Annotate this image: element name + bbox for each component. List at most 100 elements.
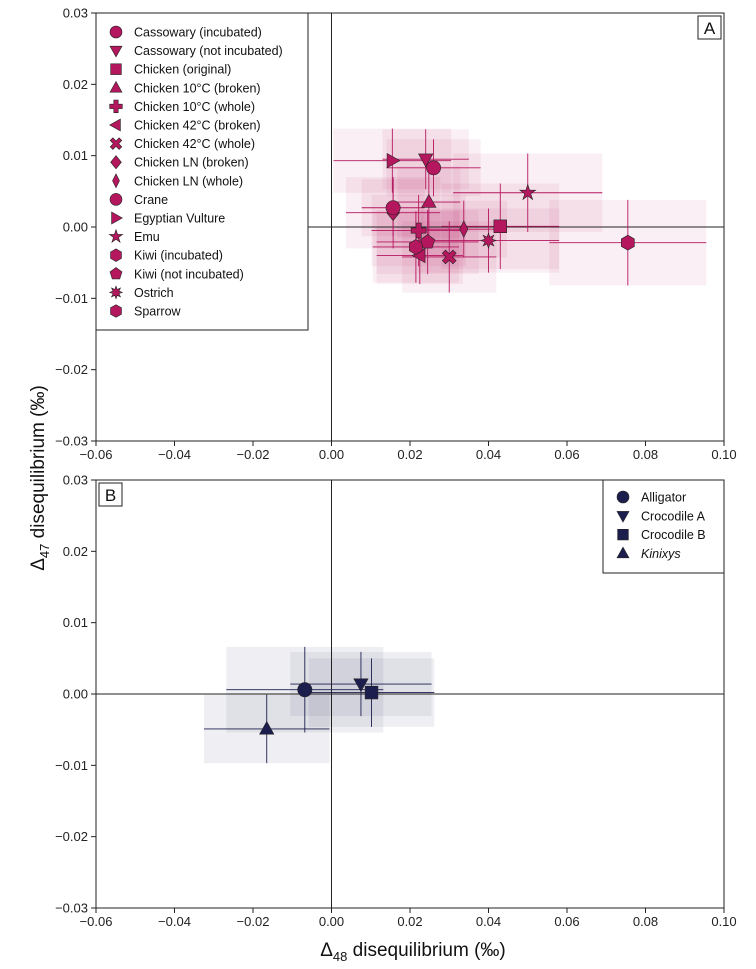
panel-a-panel-label: A — [697, 15, 722, 40]
panel-a-x-tick-label: 0.10 — [711, 447, 736, 462]
panel-a-legend-label-chicken-10-c-broken: Chicken 10°C (broken) — [134, 81, 261, 95]
panel-a-legend-marker-kiwi-not-incubated — [109, 267, 123, 280]
panel-a-point-emu — [518, 183, 537, 201]
panel-a-legend-marker-cassowary-incubated — [109, 25, 123, 39]
panel-a-points — [385, 153, 635, 265]
panel-a-legend-label-chicken-original: Chicken (original) — [134, 63, 231, 77]
panel-a-legend-marker-chicken-10-c-whole — [109, 99, 123, 114]
panel-a-x-tick-label: 0.06 — [554, 447, 579, 462]
panel-a-panel-label-text: A — [704, 19, 716, 38]
panel-a-x-tick-label: 0.02 — [397, 447, 422, 462]
panel-b-point-crocodile-a — [353, 678, 369, 693]
panel-a-legend-marker-sparrow — [110, 304, 122, 318]
panel-b-points — [259, 678, 379, 735]
panel-a-legend-label-sparrow: Sparrow — [134, 305, 182, 319]
panel-b-x-tick-label: 0.04 — [476, 914, 501, 929]
panel-b-point-alligator — [297, 682, 313, 698]
panel-a-x-tick-label: −0.02 — [237, 447, 270, 462]
panel-b-legend-label-kinixys: Kinixys — [641, 547, 681, 561]
y-axis-label-symbol: Δ — [28, 558, 49, 571]
panel-a-y-tick-label: 0.03 — [63, 6, 88, 21]
panel-a-legend-marker-cassowary-not-incubated — [109, 45, 123, 58]
panel-a-legend-label-cassowary-not-incubated: Cassowary (not incubated) — [134, 44, 283, 58]
panel-a-legend-label-ostrich: Ostrich — [134, 286, 174, 300]
x-axis-label-text: disequilibrium (‰) — [347, 940, 505, 961]
panel-b-x-tick-label: 0.08 — [633, 914, 658, 929]
panel-a-point-chicken-42-c-whole — [441, 249, 457, 265]
panel-b-legend-marker-alligator — [616, 490, 630, 504]
panel-b-x-tick-label: −0.04 — [158, 914, 191, 929]
panel-b-y-tick-label: −0.03 — [55, 901, 88, 916]
panel-b-x-tick-label: −0.06 — [80, 914, 113, 929]
panel-a-legend-marker-chicken-original — [110, 63, 122, 75]
panel-b: −0.06 −0.04 −0.02 0.00 0.02 0.04 0.06 0.08 0.10 −… — [55, 473, 737, 930]
panel-a-legend-marker-crane — [109, 193, 123, 206]
panel-a-legend-marker-emu — [108, 228, 124, 243]
x-axis-label: Δ48 disequilibrium (‰) — [320, 940, 506, 964]
panel-b-legend-marker-kinixys — [616, 546, 630, 559]
panel-b-uncertainty-boxes — [203, 646, 435, 764]
panel-a-x-tick-label: −0.04 — [158, 447, 191, 462]
panel-a-point-ostrich — [480, 232, 497, 249]
panel-a-legend-label-chicken-ln-whole: Chicken LN (whole) — [134, 174, 243, 188]
panel-a-legend-label-kiwi-incubated: Kiwi (incubated) — [134, 249, 223, 263]
panel-a-point-cassowary-incubated — [426, 160, 441, 176]
panel-b-legend-label-crocodile-b: Crocodile B — [641, 528, 706, 542]
panel-a-y-tick-label: −0.01 — [55, 291, 88, 306]
panel-b-x-tick-label: 0.06 — [554, 914, 579, 929]
x-axis-label-symbol: Δ — [320, 940, 333, 961]
panel-a-y-tick-label: 0.01 — [63, 148, 88, 163]
panel-a: −0.06 −0.04 −0.02 0.00 0.02 0.04 0.06 0.08 0.10 −… — [55, 6, 737, 463]
panel-a-legend-marker-chicken-10-c-broken — [109, 80, 123, 93]
panel-b-x-tick-label: 0.02 — [397, 914, 422, 929]
panel-a-y-tick-label: 0.02 — [63, 77, 88, 92]
panel-b-legend-marker-crocodile-b — [617, 528, 629, 541]
panel-a-legend-label-crane: Crane — [134, 193, 168, 207]
y-axis-label-text: disequilibrium (‰) — [28, 385, 49, 543]
panel-a-legend-label-cassowary-incubated: Cassowary (incubated) — [134, 26, 262, 40]
panel-b-y-tick-label: 0.00 — [63, 687, 88, 702]
panel-a-x-tick-label: −0.06 — [80, 447, 113, 462]
panel-b-y-tick-label: 0.01 — [63, 615, 88, 630]
panel-a-y-tick-label: −0.03 — [55, 434, 88, 449]
panel-a-y-tick-label: 0.00 — [63, 220, 88, 235]
panel-b-y-tick-label: −0.02 — [55, 829, 88, 844]
panel-a-legend-label-chicken-42-c-broken: Chicken 42°C (broken) — [134, 119, 261, 133]
panel-a-point-chicken-10-c-whole — [410, 222, 427, 239]
panel-b-legend: Alligator Crocodile A Crocodile B Kinixys — [602, 479, 725, 574]
y-axis-label-subscript: 47 — [37, 544, 52, 558]
panel-a-point-chicken-ln-whole — [459, 220, 469, 239]
panel-a-legend-marker-ostrich — [108, 285, 124, 300]
panel-a-legend-label-chicken-ln-broken: Chicken LN (broken) — [134, 156, 249, 170]
panel-b-x-tick-label: −0.02 — [237, 914, 270, 929]
panel-a-x-tick-label: 0.04 — [476, 447, 501, 462]
panel-a-legend-marker-kiwi-incubated — [110, 248, 122, 262]
panel-a-legend-label-kiwi-not-incubated: Kiwi (not incubated) — [134, 267, 244, 281]
panel-a-point-sparrow — [621, 234, 635, 251]
panel-a-legend-label-chicken-42-c-whole: Chicken 42°C (whole) — [134, 137, 255, 151]
panel-a-panel-label-box — [697, 15, 722, 40]
panel-a-x-tick-label: 0.00 — [319, 447, 344, 462]
panel-a-legend-label-emu: Emu — [134, 230, 160, 244]
panel-b-point-kinixys — [259, 720, 275, 735]
panel-b-legend-label-crocodile-a: Crocodile A — [641, 509, 706, 523]
panel-b-panel-label-text: B — [105, 486, 116, 505]
x-axis-label-subscript: 48 — [333, 949, 347, 964]
panel-b-y-tick-label: −0.01 — [55, 758, 88, 773]
panel-b-panel-label-box — [98, 482, 123, 507]
panel-a-legend-marker-chicken-42-c-broken — [109, 118, 121, 132]
panel-a-legend-marker-chicken-ln-whole — [112, 173, 120, 189]
panel-b-legend-marker-crocodile-a — [616, 511, 630, 523]
panel-a-point-chicken-original — [493, 219, 507, 233]
panel-b-point-crocodile-b — [364, 685, 379, 700]
panel-a-legend-marker-chicken-42-c-whole — [109, 137, 123, 150]
panel-a-legend: Cassowary (incubated) Cassowary (not incu… — [95, 12, 309, 331]
panel-a-legend-box — [95, 12, 309, 331]
panel-b-y-tick-label: 0.03 — [63, 473, 88, 488]
panel-a-legend-marker-chicken-ln-broken — [110, 155, 122, 170]
panel-a-legend-marker-egyptian-vulture — [111, 211, 123, 225]
panel-b-legend-label-alligator: Alligator — [641, 491, 686, 505]
panel-b-x-tick-label: 0.00 — [319, 914, 344, 929]
panel-a-point-cassowary-not-incubated — [418, 153, 434, 168]
